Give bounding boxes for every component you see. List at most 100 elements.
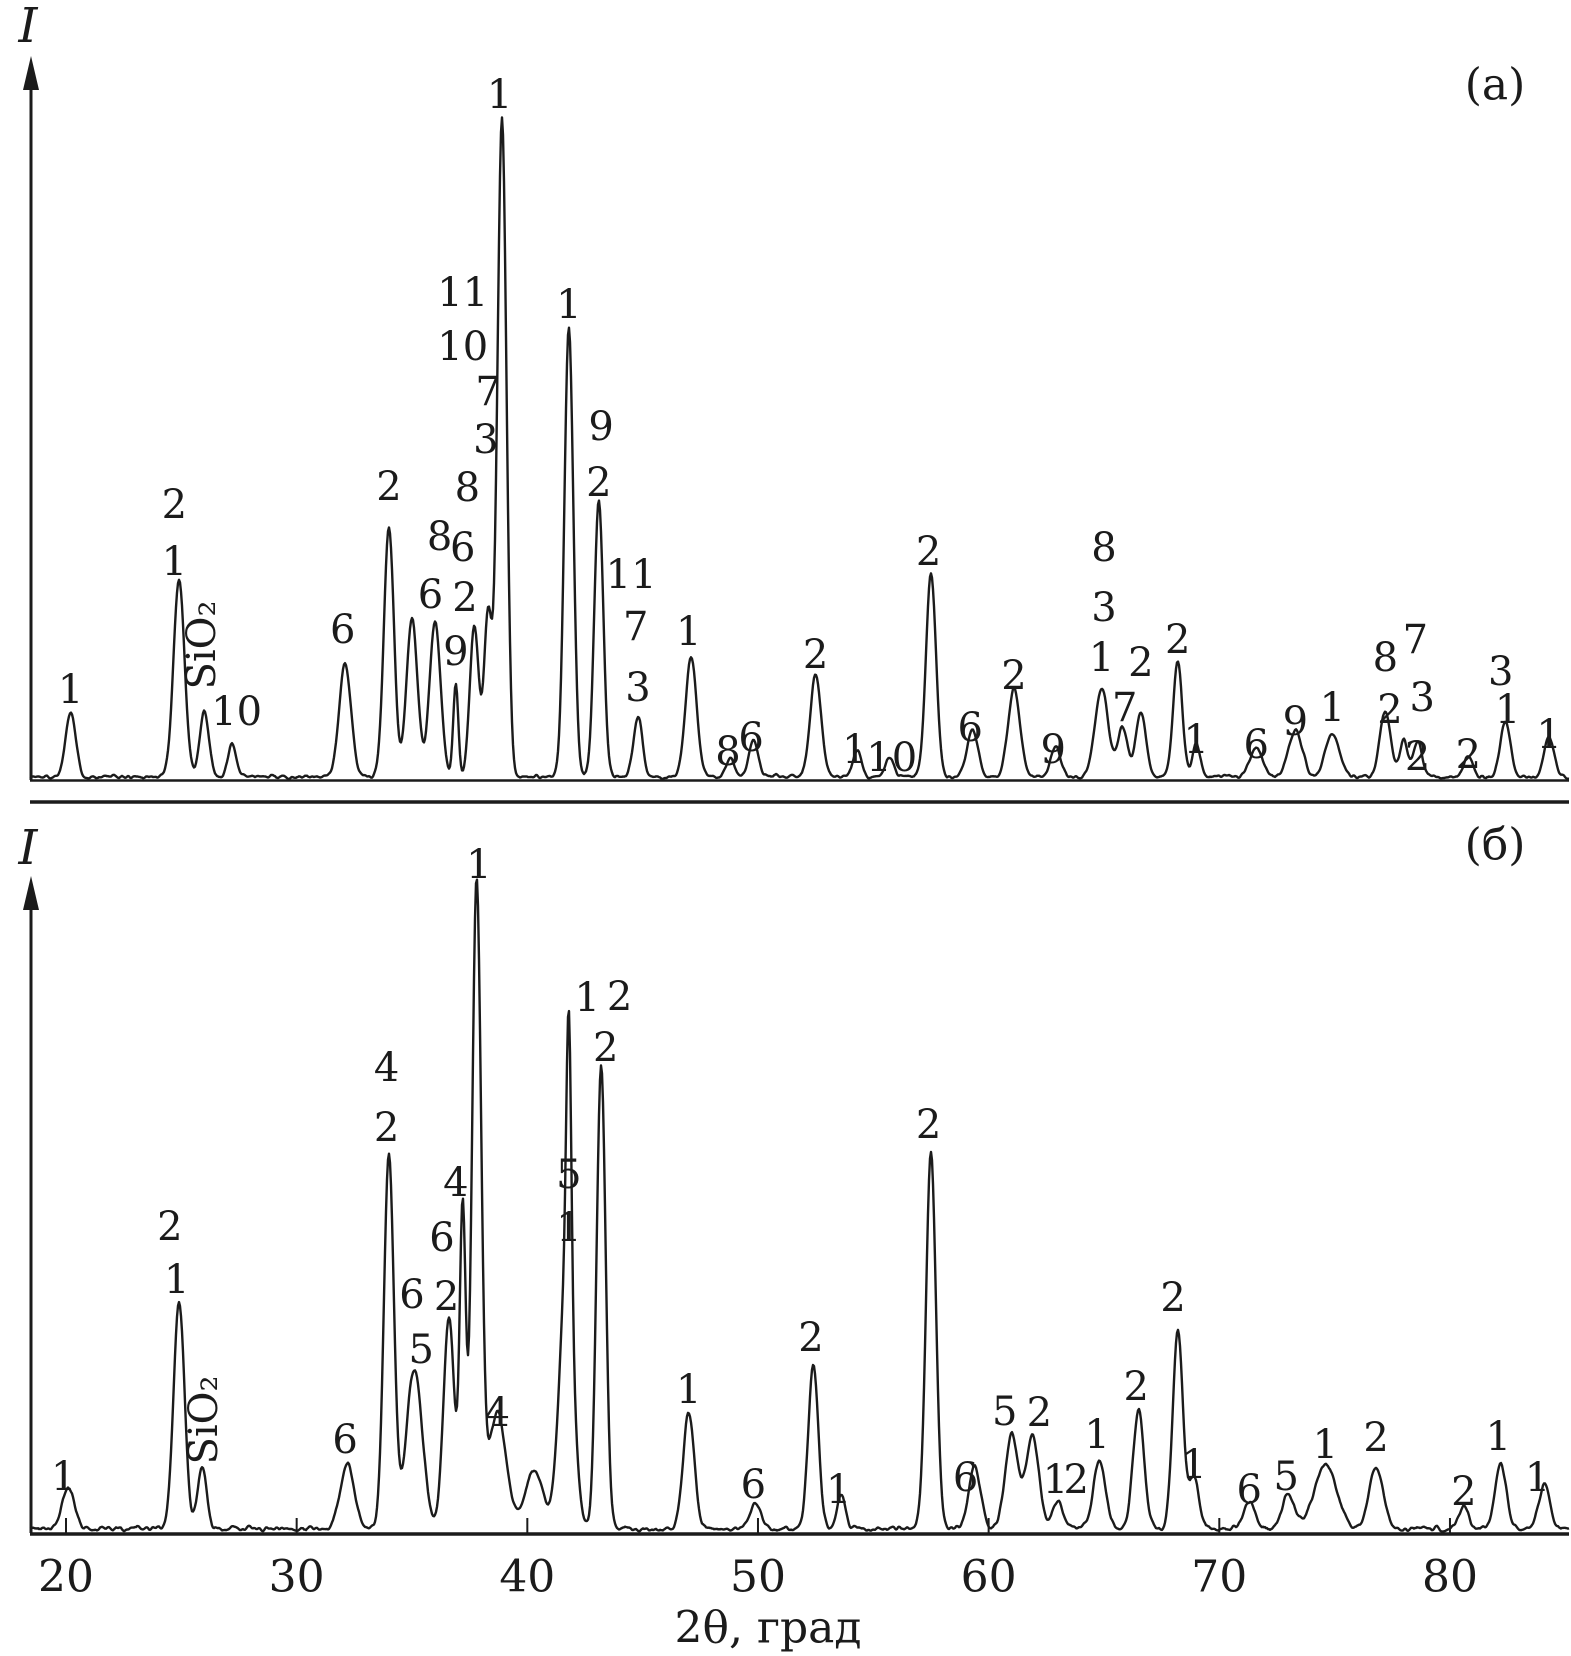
peak-phase-label: 7 — [475, 368, 501, 415]
peak-phase-label: 2 — [1363, 1414, 1389, 1461]
peak-phase-label: 6 — [1243, 722, 1269, 769]
peak-phase-label: 8 — [715, 729, 741, 776]
peak-phase-label: 6 — [952, 1454, 979, 1501]
panel-a-y-arrowhead — [23, 56, 39, 90]
peak-phase-label: 1 — [1536, 712, 1562, 759]
peak-phase-label: 1 — [842, 727, 868, 774]
peak-phase-label: 1 — [50, 1454, 77, 1501]
peak-phase-label: 1 — [163, 1257, 190, 1304]
peak-phase-label: 2 — [1451, 1468, 1477, 1515]
peak-phase-label: 2 — [433, 1274, 460, 1321]
peak-phase-label: 2 — [586, 460, 612, 506]
peak-phase-label: 6 — [429, 1214, 455, 1261]
peak-phase-label: 2 — [1001, 652, 1027, 699]
peak-phase-label: 5 — [1273, 1454, 1299, 1501]
peak-phase-label: 2 — [1128, 640, 1154, 687]
peak-phase-label: 9 — [1282, 698, 1309, 745]
x-tick-label: 60 — [960, 1551, 1017, 1603]
peak-phase-label: 6 — [1236, 1466, 1263, 1513]
x-tick-label: 40 — [499, 1551, 556, 1603]
peak-phase-label: 6 — [450, 524, 476, 571]
sio2-phase-label: SiO₂ — [181, 1375, 228, 1465]
peak-phase-label: 2 — [1377, 687, 1403, 734]
peak-phase-label: 4 — [484, 1389, 511, 1436]
peak-phase-label: 1 — [1319, 685, 1346, 732]
peak-phase-label: 2 — [1165, 617, 1191, 664]
peak-phase-label: 9 — [1040, 727, 1066, 774]
peak-phase-label: 4 — [373, 1045, 400, 1092]
peak-phase-label: 2 — [1404, 733, 1431, 780]
peak-phase-label: 7 — [1111, 685, 1138, 732]
peak-phase-label: 6 — [330, 607, 356, 654]
peak-phase-label: 3 — [1487, 648, 1514, 695]
peak-phase-label: 11 — [437, 269, 489, 316]
peak-phase-label: 2 — [376, 463, 402, 510]
panel-a-diffraction-trace — [29, 116, 1570, 781]
peak-phase-label: 8 — [426, 514, 453, 561]
peak-phase-label: 1 — [57, 667, 84, 714]
peak-phase-label: 2 — [1063, 1457, 1090, 1504]
peak-phase-label: 2 — [915, 1101, 942, 1148]
peak-phase-label: 9 — [588, 403, 614, 450]
peak-phase-label: 1 — [556, 1205, 582, 1252]
peak-phase-label: 10 — [437, 324, 489, 371]
sio2-phase-label: SiO₂ — [179, 600, 226, 690]
panel-b-tick-marks — [65, 1518, 1451, 1533]
peak-phase-label: 3 — [473, 417, 499, 464]
peak-phase-label: 6 — [738, 714, 764, 761]
peak-phase-label: 1 — [1524, 1454, 1551, 1501]
peak-phase-label: 2 — [1026, 1389, 1053, 1436]
x-tick-label: 30 — [268, 1551, 325, 1603]
peak-phase-label: 5 — [556, 1151, 582, 1198]
peak-phase-label: 2 — [606, 973, 633, 1020]
peak-phase-label: 3 — [1091, 584, 1117, 631]
peak-phase-label: 2 — [1455, 731, 1482, 778]
peak-phase-label: 1 — [1183, 716, 1209, 763]
panel-b-y-axis-label: I — [18, 820, 38, 876]
panel-a-y-axis-label: I — [18, 0, 38, 54]
peak-phase-label: 1 — [1042, 1457, 1069, 1504]
peak-phase-label: 2 — [161, 481, 188, 528]
peak-phase-label: 6 — [417, 572, 444, 619]
peak-phase-label: 3 — [1409, 675, 1435, 722]
peak-phase-label: 2 — [452, 574, 478, 621]
peak-phase-label: 5 — [408, 1326, 434, 1373]
peak-phase-label: 3 — [625, 665, 651, 712]
peak-phase-label: 2 — [798, 1315, 824, 1362]
peak-phase-label: 6 — [740, 1461, 767, 1508]
peak-phase-label: 2 — [373, 1104, 400, 1151]
peak-phase-label: 1 — [574, 975, 601, 1022]
peak-phase-label: 6 — [957, 704, 983, 751]
peak-phase-label: 11 — [605, 551, 657, 598]
peak-phase-label: 2 — [802, 632, 829, 679]
peak-phase-label: 5 — [992, 1389, 1018, 1436]
peak-phase-label: 1 — [486, 71, 513, 118]
peak-phase-label: 10 — [866, 735, 918, 782]
peak-phase-label: 7 — [1402, 617, 1429, 664]
peak-phase-label: 1 — [1494, 687, 1521, 734]
peak-phase-label: 2 — [1123, 1364, 1149, 1411]
x-tick-label: 70 — [1191, 1551, 1248, 1603]
peak-phase-label: 8 — [454, 465, 481, 512]
peak-phase-label: 2 — [915, 529, 942, 576]
peak-phase-label: 1 — [676, 1367, 702, 1414]
panel-a-tag: (а) — [1464, 59, 1526, 111]
peak-phase-label: 10 — [211, 689, 263, 736]
peak-phase-label: 7 — [622, 603, 649, 650]
peak-phase-label: 1 — [161, 539, 188, 586]
peak-phase-label: 4 — [443, 1160, 469, 1207]
peak-phase-label: 2 — [1160, 1274, 1186, 1321]
peak-phase-label: 1 — [466, 841, 492, 888]
peak-phase-label: 6 — [332, 1416, 358, 1463]
peak-phase-label: 1 — [676, 609, 702, 656]
peak-phase-label: 1 — [1312, 1421, 1339, 1468]
peak-phase-label: 2 — [593, 1025, 619, 1072]
x-axis-title: 2θ, град — [674, 1602, 862, 1654]
peak-phase-label: 8 — [1091, 524, 1117, 571]
panel-a-axes — [23, 56, 1569, 804]
x-tick-label: 80 — [1421, 1551, 1478, 1603]
peak-phase-label: 1 — [825, 1466, 852, 1513]
peak-phase-label: 1 — [1084, 1412, 1110, 1459]
